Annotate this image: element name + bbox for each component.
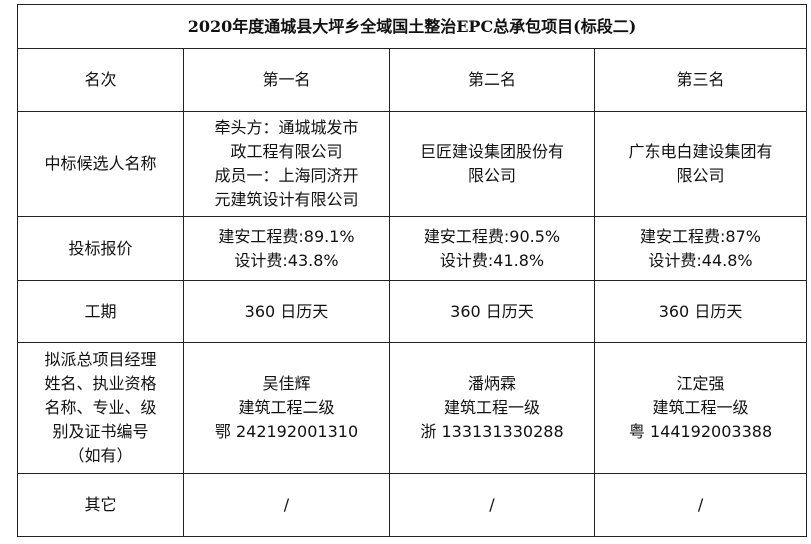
text-line: 浙 133131330288	[420, 422, 564, 441]
manager-3: 江定强 建筑工程一级 粤 144192003388	[593, 342, 808, 474]
table-title: 2020年度通城县大坪乡全域国土整治EPC总承包项目(标段二)	[16, 4, 808, 49]
bid-2: 建安工程费:90.5% 设计费:41.8%	[389, 216, 595, 281]
text-line: 建安工程费:87%	[640, 226, 761, 246]
rank-row: 名次 第一名 第二名 第三名	[17, 48, 808, 112]
manager-2: 潘炳霖 建筑工程一级 浙 133131330288	[389, 342, 595, 474]
bid-1: 建安工程费:89.1% 设计费:43.8%	[183, 216, 390, 281]
text-line: 名称、专业、级	[44, 398, 157, 417]
text-line: 吴佳辉	[262, 374, 311, 393]
text-line: 别及证书编号	[52, 422, 149, 441]
text-line: 限公司	[676, 166, 725, 185]
manager-row: 拟派总项目经理 姓名、执业资格 名称、专业、级 别及证书编号 （如有） 吴佳辉 …	[17, 342, 808, 474]
manager-label: 拟派总项目经理 姓名、执业资格 名称、专业、级 别及证书编号 （如有）	[17, 342, 184, 474]
text-line: 拟派总项目经理	[44, 350, 157, 369]
other-2: /	[389, 473, 595, 537]
text-line: 设计费:41.8%	[439, 250, 545, 270]
candidate-3: 广东电白建设集团有 限公司	[593, 111, 808, 217]
candidate-label: 中标候选人名称	[17, 111, 184, 217]
text-line: 设计费:43.8%	[234, 250, 339, 270]
bid-row: 投标报价 建安工程费:89.1% 设计费:43.8% 建安工程费:90.5% 设…	[17, 216, 808, 281]
other-1: /	[183, 473, 390, 537]
text-line: 鄂 242192001310	[214, 422, 359, 441]
period-2: 360 日历天	[389, 280, 595, 343]
other-3: /	[593, 473, 808, 537]
rank-3: 第三名	[593, 48, 808, 112]
text-line: 江定强	[676, 374, 725, 393]
rank-1: 第一名	[183, 48, 390, 112]
text-line: 潘炳霖	[467, 374, 516, 393]
rank-label: 名次	[17, 48, 184, 112]
text-line: （如有）	[68, 446, 133, 465]
manager-1: 吴佳辉 建筑工程二级 鄂 242192001310	[183, 342, 390, 474]
other-label: 其它	[17, 473, 184, 537]
text-line: 设计费:44.8%	[648, 250, 753, 270]
candidate-row: 中标候选人名称 牵头方：通城城发市 政工程有限公司 成员一：上海同济开 元建筑设…	[17, 111, 808, 217]
title-row: 2020年度通城县大坪乡全域国土整治EPC总承包项目(标段二)	[16, 4, 808, 49]
text-line: 姓名、执业资格	[44, 374, 157, 393]
rank-2: 第二名	[389, 48, 595, 112]
candidate-2: 巨匠建设集团股份有 限公司	[389, 111, 595, 217]
bid-label: 投标报价	[17, 216, 184, 281]
text-line: 元建筑设计有限公司	[214, 190, 359, 209]
bid-result-table: 2020年度通城县大坪乡全域国土整治EPC总承包项目(标段二) 名次 第一名 第…	[16, 4, 808, 537]
period-label: 工期	[17, 280, 184, 343]
text-line: 建安工程费:90.5%	[423, 226, 561, 246]
text-line: 建筑工程一级	[652, 398, 749, 417]
text-line: 广东电白建设集团有	[628, 142, 773, 161]
text-line: 牵头方：通城城发市	[214, 118, 359, 137]
text-line: 限公司	[467, 166, 516, 185]
text-line: 巨匠建设集团股份有	[419, 142, 564, 161]
other-row: 其它 / / /	[17, 473, 808, 537]
text-line: 建筑工程一级	[443, 398, 540, 417]
text-line: 政工程有限公司	[230, 142, 343, 161]
text-line: 粤 144192003388	[628, 422, 773, 441]
text-line: 建安工程费:89.1%	[218, 226, 355, 246]
period-3: 360 日历天	[593, 280, 808, 343]
text-line: 建筑工程二级	[238, 398, 335, 417]
text-line: 成员一：上海同济开	[214, 166, 359, 185]
period-row: 工期 360 日历天 360 日历天 360 日历天	[17, 280, 808, 343]
period-1: 360 日历天	[183, 280, 390, 343]
bid-3: 建安工程费:87% 设计费:44.8%	[593, 216, 808, 281]
candidate-1: 牵头方：通城城发市 政工程有限公司 成员一：上海同济开 元建筑设计有限公司	[183, 111, 390, 217]
